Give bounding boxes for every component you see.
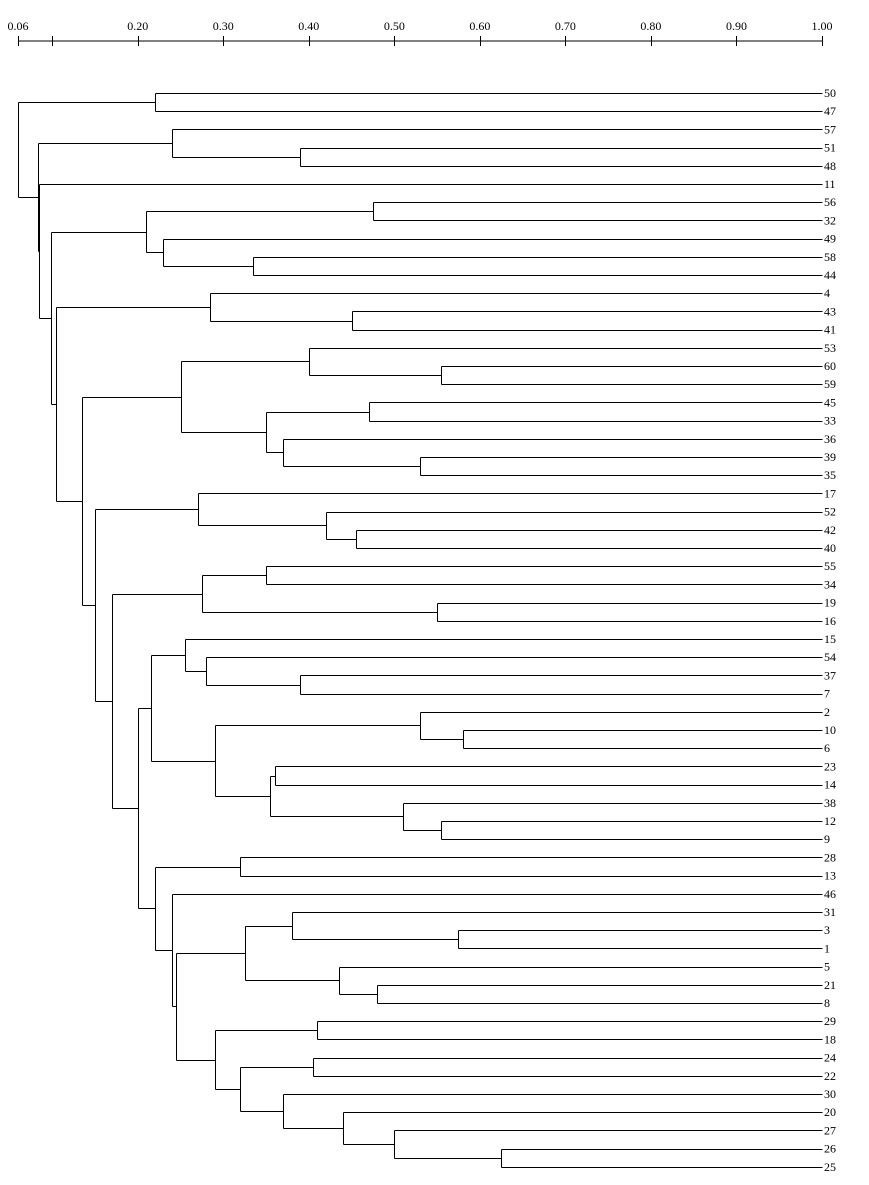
- leaf-label: 56: [824, 195, 836, 209]
- leaf-label: 35: [824, 468, 836, 482]
- leaf-label: 17: [824, 486, 836, 500]
- leaf-label: 59: [824, 377, 836, 391]
- leaf-label: 49: [824, 232, 836, 246]
- leaf-label: 23: [824, 759, 836, 773]
- leaf-label: 2: [824, 705, 830, 719]
- leaf-label: 25: [824, 1160, 836, 1174]
- dendrogram-branches: [18, 93, 823, 1168]
- leaf-label: 50: [824, 86, 836, 100]
- leaf-label: 7: [824, 687, 830, 701]
- leaf-label: 30: [824, 1087, 836, 1101]
- leaf-label: 1: [824, 941, 830, 955]
- scale-tick-label: 1.00: [812, 19, 833, 33]
- leaf-label: 58: [824, 250, 836, 264]
- leaf-label: 29: [824, 1014, 836, 1028]
- leaf-label: 24: [824, 1051, 836, 1065]
- leaf-labels: 5047575148115632495844443415360594533363…: [824, 86, 836, 1174]
- leaf-label: 11: [824, 177, 836, 191]
- leaf-label: 27: [824, 1123, 836, 1137]
- scale-tick-label: 0.70: [555, 19, 576, 33]
- leaf-label: 55: [824, 559, 836, 573]
- leaf-label: 34: [824, 577, 836, 591]
- leaf-label: 28: [824, 850, 836, 864]
- leaf-label: 3: [824, 923, 830, 937]
- leaf-label: 6: [824, 741, 830, 755]
- leaf-label: 16: [824, 614, 836, 628]
- leaf-label: 12: [824, 814, 836, 828]
- scale-tick-label: 0.20: [127, 19, 148, 33]
- leaf-label: 19: [824, 596, 836, 610]
- leaf-label: 40: [824, 541, 836, 555]
- leaf-label: 18: [824, 1032, 836, 1046]
- scale-tick-label: 0.90: [726, 19, 747, 33]
- scale-tick-label: 0.40: [298, 19, 319, 33]
- leaf-label: 15: [824, 632, 836, 646]
- leaf-label: 54: [824, 650, 836, 664]
- leaf-label: 39: [824, 450, 836, 464]
- leaf-label: 46: [824, 887, 836, 901]
- leaf-label: 47: [824, 104, 836, 118]
- leaf-label: 51: [824, 141, 836, 155]
- leaf-label: 60: [824, 359, 836, 373]
- leaf-label: 10: [824, 723, 836, 737]
- leaf-label: 5: [824, 960, 830, 974]
- scale-tick-label: 0.30: [213, 19, 234, 33]
- leaf-label: 52: [824, 505, 836, 519]
- leaf-label: 32: [824, 213, 836, 227]
- leaf-label: 48: [824, 159, 836, 173]
- scale-tick-label: 0.50: [384, 19, 405, 33]
- leaf-label: 38: [824, 796, 836, 810]
- leaf-label: 22: [824, 1069, 836, 1083]
- leaf-label: 42: [824, 523, 836, 537]
- leaf-label: 14: [824, 778, 836, 792]
- leaf-label: 9: [824, 832, 830, 846]
- leaf-label: 57: [824, 122, 836, 136]
- similarity-scale: 0.06 0.20 0.30 0.40 0.50 0.60 0.70 0.80 0.90 1.00: [8, 19, 833, 46]
- scale-tick-label: 0.06: [8, 19, 29, 33]
- leaf-label: 13: [824, 869, 836, 883]
- leaf-label: 44: [824, 268, 836, 282]
- scale-tick-label: 0.60: [469, 19, 490, 33]
- leaf-label: 37: [824, 668, 836, 682]
- leaf-label: 45: [824, 395, 836, 409]
- leaf-label: 36: [824, 432, 836, 446]
- leaf-label: 8: [824, 996, 830, 1010]
- leaf-label: 4: [824, 286, 830, 300]
- leaf-label: 21: [824, 978, 836, 992]
- leaf-label: 31: [824, 905, 836, 919]
- leaf-label: 53: [824, 341, 836, 355]
- leaf-label: 43: [824, 304, 836, 318]
- scale-tick-label: 0.80: [640, 19, 661, 33]
- leaf-label: 20: [824, 1105, 836, 1119]
- leaf-label: 41: [824, 323, 836, 337]
- leaf-label: 33: [824, 414, 836, 428]
- leaf-label: 26: [824, 1142, 836, 1156]
